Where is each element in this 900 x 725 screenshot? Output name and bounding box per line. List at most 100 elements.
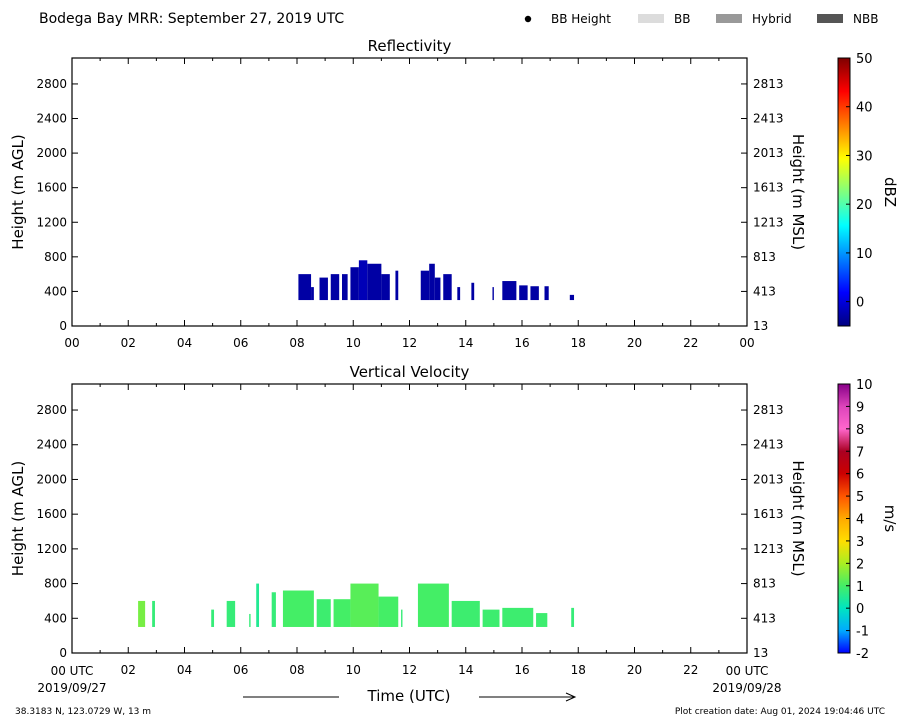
y2-tick-label: 13 — [753, 646, 768, 660]
echo-column — [367, 263, 382, 301]
start-time-label: 00 UTC — [51, 664, 94, 678]
echo-column — [319, 277, 328, 301]
station-location: 38.3183 N, 123.0729 W, 13 m — [15, 707, 151, 717]
echo-column — [282, 590, 314, 627]
colorbar — [837, 57, 851, 327]
colorbar-tick-label: -2 — [856, 647, 869, 662]
echo-column — [457, 287, 461, 301]
echo-column — [350, 267, 359, 301]
echo-column — [420, 270, 430, 301]
y2-tick-label: 13 — [753, 319, 768, 333]
colorbar-tick-label: 6 — [856, 468, 864, 483]
y-tick-label: 0 — [59, 646, 67, 660]
echo-column — [429, 263, 435, 301]
echo-column — [298, 274, 312, 301]
y-tick-label: 2000 — [36, 472, 67, 486]
time-arrow-head-icon — [565, 692, 577, 702]
x-tick-label: 16 — [514, 336, 529, 350]
legend-label: BB Height — [551, 12, 611, 26]
echo-column — [211, 609, 215, 627]
x-tick-label: 18 — [571, 663, 586, 677]
panel-title: Reflectivity — [368, 37, 452, 55]
colorbar-tick-label: 20 — [856, 198, 873, 213]
echo-column — [502, 281, 517, 301]
figure-footer: 00 UTC 2019/09/27 00 UTC 2019/09/28 Time… — [15, 664, 885, 717]
colorbar-tick-label: 8 — [856, 423, 864, 438]
echo-column — [530, 286, 539, 301]
y-tick-label: 800 — [44, 250, 67, 264]
colorbar-tick-label: 1 — [856, 580, 864, 595]
x-tick-label: 04 — [177, 336, 192, 350]
end-time-label: 00 UTC — [726, 664, 769, 678]
plot-frame — [71, 57, 748, 327]
y2-tick-label: 2813 — [753, 77, 784, 91]
x-tick-label: 20 — [627, 336, 642, 350]
x-tick-label: 06 — [233, 663, 248, 677]
echo-column — [358, 260, 368, 301]
x-tick-label: 02 — [121, 336, 136, 350]
echo-column — [401, 609, 403, 627]
colorbar-tick-label: 7 — [856, 445, 864, 460]
x-axis-label: Time (UTC) — [367, 687, 451, 705]
legend-dot-icon — [524, 15, 532, 23]
x-tick-label: 08 — [289, 663, 304, 677]
colorbar-tick-label: 30 — [856, 149, 873, 164]
y2-tick-label: 413 — [753, 611, 776, 625]
echo-column — [536, 613, 548, 627]
colorbar-tick-label: -1 — [856, 625, 869, 640]
x-tick-label: 00 — [64, 336, 79, 350]
echo-column — [271, 592, 276, 627]
x-tick-label: 12 — [402, 663, 417, 677]
start-date-label: 2019/09/27 — [37, 681, 106, 695]
echo-column — [138, 600, 146, 627]
colorbar-tick-label: 5 — [856, 490, 864, 505]
echo-column — [443, 274, 452, 301]
plot-creation-date: Plot creation date: Aug 01, 2024 19:04:4… — [675, 707, 885, 717]
y2-axis-label: Height (m MSL) — [789, 460, 807, 576]
colorbar-label: m/s — [881, 505, 899, 533]
x-tick-label: 20 — [627, 663, 642, 677]
echo-column — [451, 600, 480, 627]
legend-swatch — [817, 14, 843, 23]
colorbar-tick-label: 0 — [856, 296, 864, 311]
y-tick-label: 2400 — [36, 438, 67, 452]
y2-tick-label: 1613 — [753, 181, 784, 195]
y-tick-label: 1600 — [36, 181, 67, 195]
y2-tick-label: 1213 — [753, 215, 784, 229]
panel-title: Vertical Velocity — [350, 363, 470, 381]
echo-column — [571, 607, 575, 627]
y-tick-label: 2400 — [36, 112, 67, 126]
y-tick-label: 1600 — [36, 507, 67, 521]
colorbar-tick-label: 40 — [856, 101, 873, 116]
legend-label: NBB — [853, 12, 878, 26]
x-tick-label: 18 — [571, 336, 586, 350]
y-axis-label: Height (m AGL) — [9, 461, 27, 576]
y2-tick-label: 813 — [753, 250, 776, 264]
echo-column — [395, 270, 399, 301]
y-tick-label: 2800 — [36, 403, 67, 417]
y-tick-label: 2000 — [36, 146, 67, 160]
echo-column — [249, 613, 251, 627]
colorbar-tick-label: 0 — [856, 602, 864, 617]
x-tick-label: 12 — [402, 336, 417, 350]
echo-column — [342, 274, 348, 301]
y2-tick-label: 813 — [753, 577, 776, 591]
y-tick-label: 1200 — [36, 215, 67, 229]
x-tick-label: 04 — [177, 663, 192, 677]
y2-tick-label: 2413 — [753, 112, 784, 126]
echo-column — [569, 294, 575, 301]
echo-column — [350, 583, 379, 627]
figure-title: Bodega Bay MRR: September 27, 2019 UTC — [39, 11, 344, 27]
echo-column — [378, 596, 399, 627]
echo-column — [492, 287, 494, 301]
colorbar-tick-label: 50 — [856, 52, 873, 67]
y-tick-label: 800 — [44, 577, 67, 591]
x-tick-label: 06 — [233, 336, 248, 350]
y2-tick-label: 1213 — [753, 542, 784, 556]
echo-column — [333, 599, 351, 627]
x-tick-label: 22 — [683, 663, 698, 677]
echo-column — [544, 286, 549, 301]
legend-swatch — [716, 14, 742, 23]
